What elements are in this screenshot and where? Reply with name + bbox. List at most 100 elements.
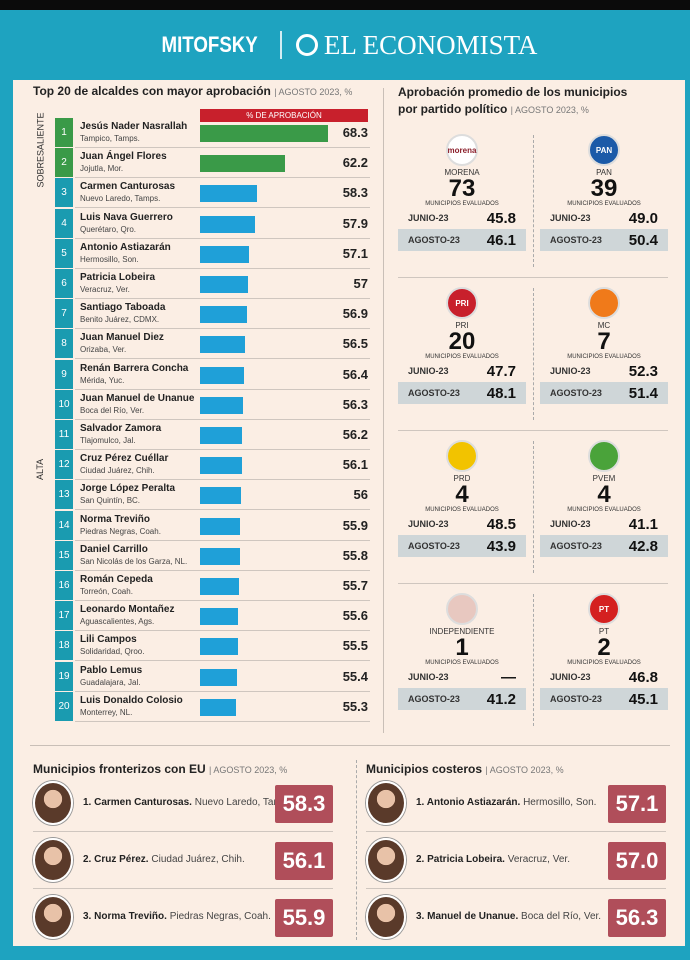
approval-bar bbox=[200, 517, 241, 535]
mayor-place: Boca del Río, Ver. bbox=[80, 405, 145, 415]
municipalities-count: 4 bbox=[597, 481, 611, 508]
mayor-place: Monterrey, NL. bbox=[80, 707, 133, 717]
mayor-place: Tampico, Tamps. bbox=[80, 134, 140, 143]
mayor-place: Aguascalientes, Ags. bbox=[80, 617, 155, 627]
rank-badge: 12 bbox=[55, 450, 73, 480]
approval-value: 68.3 bbox=[342, 125, 368, 140]
group-label-sobresaliente: SOBRESALIENTE bbox=[35, 112, 46, 188]
party-card-pri: PRI PRI 20 MUNICIPIOS EVALUADOS JUNIO-23 47.7… bbox=[398, 283, 526, 423]
mayor-text: 3. Manuel de Unanue. Boca del Río, Ver. bbox=[416, 911, 601, 922]
legend-approval: % DE APROBACIÓN bbox=[200, 109, 368, 122]
june-label: JUNIO-23 bbox=[408, 213, 449, 223]
mayor-place: Benito Juárez, CDMX. bbox=[80, 315, 160, 325]
mayor-photo bbox=[33, 781, 73, 825]
june-value: 46.8 bbox=[628, 668, 658, 686]
content-panel bbox=[13, 80, 685, 946]
approval-bar bbox=[200, 638, 238, 656]
rank-badge: 19 bbox=[55, 661, 73, 691]
evaluated-label: MUNICIPIOS EVALUADOS bbox=[425, 660, 499, 666]
rank-badge: 17 bbox=[55, 601, 73, 631]
party-name: PAN bbox=[596, 168, 612, 177]
municipalities-count: 4 bbox=[455, 481, 469, 508]
table-row: 14 Norma Treviño Piedras Negras, Coah. 55.9 bbox=[55, 510, 370, 541]
june-row: JUNIO-23 49.0 bbox=[540, 207, 668, 229]
august-value: 46.1 bbox=[486, 231, 516, 249]
municipalities-count: 39 bbox=[590, 175, 618, 202]
approval-bar bbox=[200, 155, 285, 173]
mitofsky-logo: MITOFSKY bbox=[161, 32, 258, 57]
table-row: 13 Jorge López Peralta San Quintín, BC. 56 bbox=[55, 480, 370, 511]
morena-logo-icon: morena bbox=[446, 134, 478, 166]
border-list-item: 2. Cruz Pérez. Ciudad Juárez, Chih. 56.1 bbox=[33, 832, 333, 889]
coastal-list-item: 3. Manuel de Unanue. Boca del Río, Ver. 5… bbox=[366, 889, 666, 946]
approval-bar bbox=[200, 215, 255, 233]
rank-badge: 1 bbox=[55, 118, 73, 147]
mayor-place: San Quintín, BC. bbox=[80, 496, 141, 506]
mayor-name: Román Cepeda bbox=[80, 574, 153, 585]
mayor-place: Hermosillo, Son. bbox=[523, 797, 597, 808]
mayor-place: Orizaba, Ver. bbox=[80, 345, 127, 355]
mayor-photo bbox=[33, 838, 73, 882]
mayor-place: Hermosillo, Son. bbox=[80, 254, 139, 264]
mayor-name: Antonio Astiazarán bbox=[80, 241, 171, 253]
approval-score: 56.1 bbox=[275, 842, 333, 880]
border-title: Municipios fronterizos con EU | AGOSTO 2… bbox=[33, 762, 288, 776]
pri-logo-text: PRI bbox=[455, 298, 469, 308]
party-name: PRD bbox=[453, 474, 471, 483]
mc-logo-icon bbox=[588, 287, 620, 319]
party-card-pan: PAN PAN 39 MUNICIPIOS EVALUADOS JUNIO-23 49.0… bbox=[540, 130, 668, 270]
table-row: 16 Román Cepeda Torreón, Coah. 55.7 bbox=[55, 571, 370, 601]
approval-score: 55.9 bbox=[275, 899, 333, 937]
approval-bar bbox=[200, 608, 239, 626]
rank-badge: 9 bbox=[55, 359, 73, 389]
approval-value: 56.5 bbox=[342, 336, 368, 352]
mayor-name: 1. Antonio Astiazarán. bbox=[416, 797, 521, 808]
party-name: INDEPENDIENTE bbox=[429, 627, 495, 636]
june-value: 52.3 bbox=[628, 362, 658, 380]
rank-badge: 18 bbox=[55, 631, 73, 661]
mayor-photo bbox=[366, 838, 406, 882]
table-row: 7 Santiago Taboada Benito Juárez, CDMX. 56.… bbox=[55, 299, 370, 330]
party-name: PT bbox=[598, 627, 610, 636]
august-row: AGOSTO-23 48.1 bbox=[398, 382, 526, 404]
june-value: 45.8 bbox=[486, 209, 516, 227]
approval-value: 55.7 bbox=[342, 578, 368, 593]
approval-bar bbox=[200, 185, 258, 203]
row-divider bbox=[33, 888, 333, 889]
row-divider bbox=[366, 831, 666, 832]
mayor-place: Ciudad Juárez, Chih. bbox=[151, 854, 245, 865]
card-row-divider bbox=[398, 583, 668, 584]
row-divider bbox=[75, 358, 370, 360]
approval-value: 55.4 bbox=[342, 668, 368, 684]
morena-logo-text: morena bbox=[447, 145, 477, 155]
party-card-pt: PT PT 2 MUNICIPIOS EVALUADOS JUNIO-23 46.8 AGO… bbox=[540, 589, 668, 729]
august-label: AGOSTO-23 bbox=[550, 388, 602, 398]
mayor-name: Luis Donaldo Colosio bbox=[80, 694, 183, 706]
row-divider bbox=[75, 298, 370, 299]
evaluated-label: MUNICIPIOS EVALUADOS bbox=[425, 354, 499, 360]
june-label: JUNIO-23 bbox=[550, 519, 591, 529]
rank-badge: 14 bbox=[55, 510, 73, 540]
june-label: JUNIO-23 bbox=[408, 672, 449, 682]
row-divider bbox=[75, 418, 370, 420]
party-card-pvem: PVEM 4 MUNICIPIOS EVALUADOS JUNIO-23 41.1 AGO… bbox=[540, 436, 668, 576]
june-value: — bbox=[501, 668, 516, 686]
divider bbox=[279, 31, 282, 59]
group-label-alta: ALTA bbox=[35, 458, 45, 480]
mayor-place: Nuevo Laredo, Tamps. bbox=[80, 194, 161, 204]
mayor-name: Juan Manuel de Unanue bbox=[80, 392, 195, 404]
header: MITOFSKY EL ECONOMISTA bbox=[0, 14, 690, 76]
august-label: AGOSTO-23 bbox=[550, 235, 602, 245]
mayor-place: Veracruz, Ver. bbox=[507, 854, 570, 865]
rank-badge: 15 bbox=[55, 540, 73, 570]
june-value: 47.7 bbox=[486, 362, 516, 380]
party-card-mc: MC 7 MUNICIPIOS EVALUADOS JUNIO-23 52.3 AGOST… bbox=[540, 283, 668, 423]
approval-score: 57.1 bbox=[608, 785, 666, 823]
august-value: 48.1 bbox=[486, 384, 516, 402]
coastal-list-item: 1. Antonio Astiazarán. Hermosillo, Son. 5… bbox=[366, 775, 666, 832]
approval-score: 56.3 bbox=[608, 899, 666, 937]
table-row: 20 Luis Donaldo Colosio Monterrey, NL. 55.3 bbox=[55, 691, 370, 722]
approval-value: 56.4 bbox=[342, 366, 368, 382]
party-name: PVEM bbox=[592, 474, 616, 483]
mayor-name: Jesús Nader Nasrallah bbox=[80, 121, 188, 132]
